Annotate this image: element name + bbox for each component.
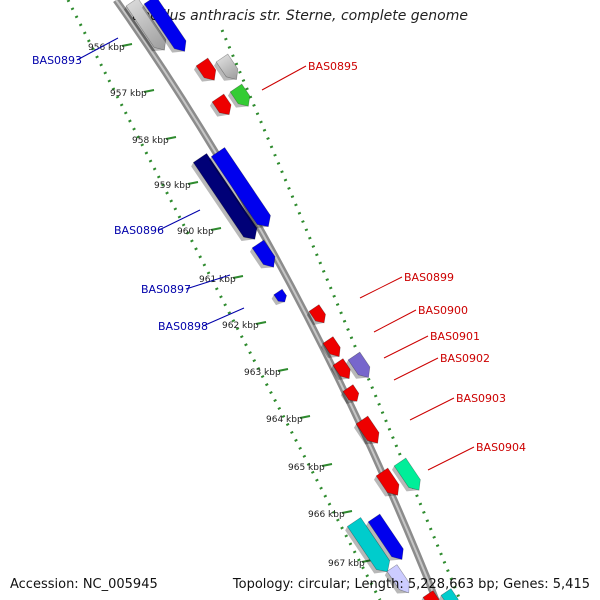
gene-arrow-green[interactable]	[227, 83, 254, 112]
kbp-tick-label: 965 kbp	[288, 463, 325, 473]
genome-title: Bacillus anthracis str. Sterne, complete…	[132, 8, 468, 24]
gene-label-BAS0896[interactable]: BAS0896	[114, 224, 164, 237]
gene-arrow-BAS0901[interactable]	[345, 351, 374, 384]
topology-label: Topology: circular; Length: 5,228,663 bp…	[232, 577, 590, 592]
callout-line	[185, 274, 231, 290]
gene-label-BAS0895[interactable]: BAS0895	[308, 60, 358, 73]
gene-label-BAS0903[interactable]: BAS0903	[456, 392, 506, 405]
kbp-tick-label: 960 kbp	[177, 227, 214, 237]
gene-arrow-BAS0896b[interactable]	[208, 147, 275, 234]
major-tick	[255, 321, 267, 325]
gene-arrow-BAS0899[interactable]	[306, 304, 329, 329]
gene-arrow-BAS0896[interactable]	[190, 153, 261, 246]
gene-label-BAS0901[interactable]: BAS0901	[430, 330, 480, 343]
gene-arrow-BAS0895[interactable]	[193, 57, 220, 86]
kbp-tick-label: 966 kbp	[308, 510, 345, 520]
gene-arrow-cyan2[interactable]	[438, 588, 462, 600]
gene-arrow-red[interactable]	[209, 93, 235, 121]
gene-arrow-lav[interactable]	[384, 564, 414, 599]
major-tick	[165, 136, 177, 140]
kbp-tick-label: 961 kbp	[199, 275, 236, 285]
callout-line	[393, 357, 439, 381]
callout-line	[261, 65, 307, 91]
gene-arrow-gray[interactable]	[123, 0, 170, 56]
kbp-tick-label: 959 kbp	[154, 181, 191, 191]
callout-line	[373, 309, 417, 333]
gene-label-BAS0898[interactable]: BAS0898	[158, 320, 208, 333]
gene-label-BAS0893[interactable]: BAS0893	[32, 54, 82, 67]
accession-label: Accession: NC_005945	[10, 577, 158, 592]
gene-arrow-BAS0903[interactable]	[353, 415, 384, 449]
gene-arrow-BAS0900[interactable]	[320, 336, 344, 363]
gene-arrow-BAS0893[interactable]	[141, 0, 191, 58]
callout-line	[158, 209, 201, 231]
major-tick	[143, 89, 155, 93]
callout-line	[427, 446, 475, 471]
gene-arrow-cyan[interactable]	[344, 517, 394, 579]
callout-line	[76, 37, 119, 61]
gene-arrow-gray[interactable]	[213, 53, 242, 86]
major-tick	[210, 227, 222, 231]
gene-arrow-BAS0904a[interactable]	[373, 467, 404, 501]
gene-label-BAS0904[interactable]: BAS0904	[476, 441, 526, 454]
major-tick	[321, 463, 333, 467]
gene-label-BAS0902[interactable]: BAS0902	[440, 352, 490, 365]
major-tick	[277, 368, 289, 372]
tick-ruler-outer	[220, 29, 462, 600]
kbp-tick-label: 957 kbp	[110, 89, 147, 99]
callout-line	[409, 397, 455, 421]
gene-arrow-BAS0897[interactable]	[249, 239, 280, 273]
major-tick	[232, 275, 244, 279]
callout-line	[359, 276, 403, 299]
gene-arrow-red2[interactable]	[340, 384, 362, 407]
gene-arrow-BAS0902[interactable]	[330, 358, 354, 385]
kbp-tick-label: 956 kbp	[88, 43, 125, 53]
gene-arrow-BAS0898[interactable]	[271, 288, 289, 307]
gene-arrow-blue[interactable]	[365, 513, 408, 566]
kbp-tick-label: 962 kbp	[222, 321, 259, 331]
gene-label-BAS0899[interactable]: BAS0899	[404, 271, 454, 284]
callout-line	[202, 307, 245, 327]
kbp-tick-label: 964 kbp	[266, 415, 303, 425]
major-tick	[341, 510, 353, 514]
kbp-tick-label: 958 kbp	[132, 136, 169, 146]
callout-line	[383, 335, 429, 359]
major-tick	[187, 181, 199, 185]
gene-arrow-BAS0904[interactable]	[391, 457, 425, 496]
major-tick	[121, 43, 133, 47]
gene-label-BAS0900[interactable]: BAS0900	[418, 304, 468, 317]
gene-label-BAS0897[interactable]: BAS0897	[141, 283, 191, 296]
major-tick	[299, 415, 311, 419]
backbone-inner	[115, 0, 437, 600]
kbp-tick-label: 963 kbp	[244, 368, 281, 378]
kbp-tick-label: 967 kbp	[328, 559, 365, 569]
